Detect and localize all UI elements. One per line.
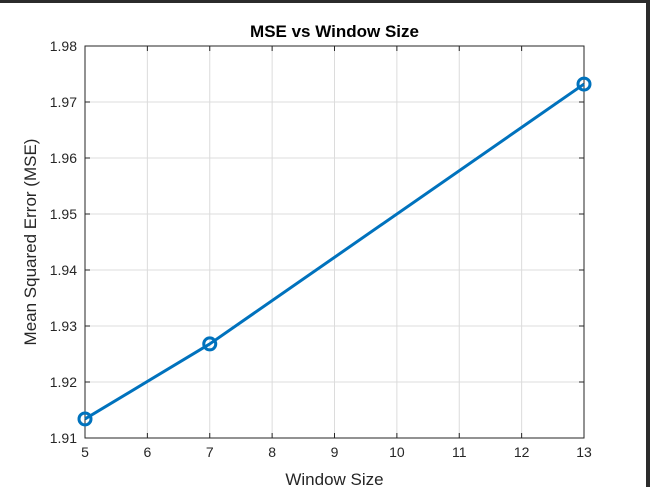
data-point-marker xyxy=(202,336,218,352)
x-tick-label: 8 xyxy=(268,444,276,460)
x-tick-label: 6 xyxy=(143,444,151,460)
x-tick-label: 12 xyxy=(514,444,530,460)
x-tick-label: 9 xyxy=(331,444,339,460)
y-tick-label: 1.95 xyxy=(50,206,77,222)
y-ticks: 1.91 1.92 1.93 1.94 1.95 1.96 1.97 1.98 xyxy=(50,38,584,446)
mse-line-chart: 5 6 7 8 9 10 11 12 13 1.911.921.931.941.951.961.… xyxy=(21,22,592,487)
x-axis-label: Window Size xyxy=(285,470,383,487)
x-tick-label: 7 xyxy=(206,444,214,460)
y-axis-label: Mean Squared Error (MSE) xyxy=(21,139,40,346)
series-group xyxy=(77,76,592,427)
data-point-marker xyxy=(77,411,93,427)
y-tick-label: 1.92 xyxy=(50,374,77,390)
y-tick-label: 1.91 xyxy=(50,430,77,446)
y-tick-label: 1.93 xyxy=(50,318,77,334)
y-tick-label: 1.97 xyxy=(50,94,77,110)
y-tick-label: 1.94 xyxy=(50,262,77,278)
x-ticks: 5 6 7 8 9 10 11 12 13 xyxy=(81,46,592,460)
data-point-marker xyxy=(576,76,592,92)
series-line xyxy=(84,82,585,421)
y-tick-label: 1.96 xyxy=(50,150,77,166)
x-tick-label: 10 xyxy=(389,444,405,460)
x-tick-label: 11 xyxy=(452,444,467,460)
chart-title: MSE vs Window Size xyxy=(250,22,419,41)
x-tick-label: 13 xyxy=(576,444,592,460)
x-tick-label: 5 xyxy=(81,444,89,460)
y-tick-label: 1.98 xyxy=(50,38,77,54)
